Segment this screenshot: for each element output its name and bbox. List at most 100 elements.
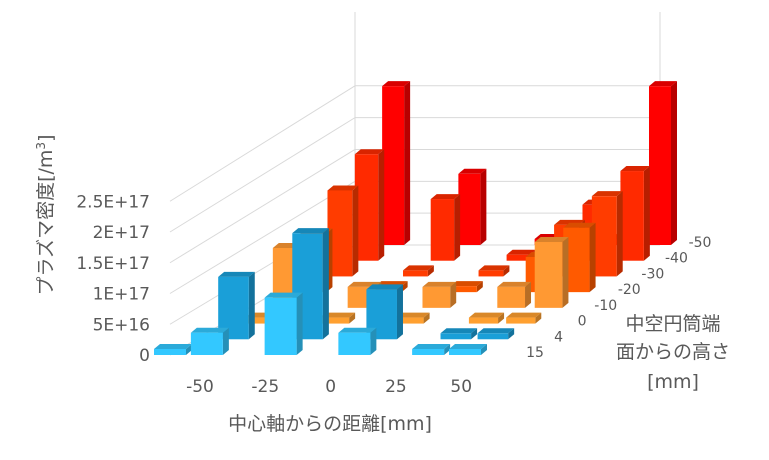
bars (154, 81, 677, 355)
bar-side (248, 271, 255, 340)
bar-top (218, 271, 255, 277)
bar-top (478, 265, 510, 271)
bar-side (498, 312, 505, 324)
bar (154, 344, 192, 355)
bar-side (322, 228, 329, 340)
bar-side (404, 81, 411, 245)
bar-side (378, 149, 385, 261)
depth-axis-tick-labels: -50-40-30-20-10 04 15 (526, 235, 711, 361)
bar (403, 265, 434, 277)
bar-side (476, 281, 483, 293)
bar-side (454, 194, 461, 261)
bar-front (338, 332, 371, 355)
bar-front (497, 286, 526, 308)
bar-front (468, 317, 499, 324)
bar-side (349, 312, 356, 324)
labels: 0 5E+16 1E+17 1.5E+17 2E+17 2.5E+17 -50 -25 0 25… (34, 134, 730, 435)
depth-axis-title: 中空円筒端 面からの高さ [mm] (616, 313, 730, 393)
bar-side (480, 168, 487, 245)
bar (620, 166, 650, 261)
bar-side (370, 327, 377, 355)
x-tick-label: -50 (186, 377, 214, 397)
bar-front (506, 254, 531, 261)
bar (478, 265, 510, 277)
bar-front (354, 154, 379, 261)
bar-front (264, 297, 297, 355)
bar-top (620, 166, 650, 172)
bar-front (412, 349, 445, 355)
x-tick-label: -25 (251, 377, 279, 397)
x-tick-label: 25 (385, 377, 407, 397)
depth-tick-label: 0 (578, 314, 587, 330)
bar-top (563, 222, 596, 228)
bar-top (154, 344, 192, 349)
bar-side (525, 281, 532, 308)
x-tick-label: 50 (450, 377, 472, 397)
y-axis-title: プラズマ密度[/m3] (34, 134, 57, 295)
bar-side (427, 265, 434, 277)
bar (382, 81, 411, 245)
bar-top (497, 281, 532, 287)
bar-top (477, 328, 515, 334)
bar-top (440, 328, 478, 334)
bar (449, 344, 487, 355)
bar-front (319, 317, 350, 324)
y-axis-tick-labels: 0 5E+16 1E+17 1.5E+17 2E+17 2.5E+17 (76, 192, 150, 366)
bar-front (422, 286, 451, 308)
x-axis-title: 中心軸からの距離[mm] (228, 413, 432, 435)
bar-side (296, 292, 303, 355)
bar (497, 281, 532, 308)
bar-top (338, 327, 377, 333)
bar-top (468, 312, 505, 318)
bar-top (422, 281, 457, 287)
bar-top (327, 185, 359, 191)
bar (190, 327, 229, 355)
bar-top (449, 344, 487, 349)
bar-front (534, 242, 563, 308)
bar-front (403, 270, 428, 277)
depth-axis-title-line-3: [mm] (647, 371, 699, 393)
bar-top (382, 81, 411, 87)
bar-top (190, 327, 229, 333)
depth-axis-title-line-1: 中空円筒端 (625, 313, 720, 335)
bar (264, 292, 303, 355)
depth-tick-label: -30 (641, 266, 664, 282)
bar (354, 149, 385, 261)
bar-side (471, 328, 478, 340)
bar (422, 281, 457, 308)
bar-side (481, 344, 487, 355)
bar-side (535, 312, 542, 324)
bar-front (506, 317, 536, 324)
bar-top (354, 149, 385, 155)
bar (506, 312, 542, 324)
bar-top (412, 344, 451, 349)
bar-side (503, 265, 510, 277)
depth-tick-label: 4 (554, 329, 563, 345)
bar-front (620, 171, 644, 261)
depth-tick-label: -10 (594, 298, 617, 314)
bar-top (506, 312, 542, 318)
grid-line-left-wall (169, 85, 356, 202)
bar-front (478, 270, 504, 277)
bar (412, 344, 451, 355)
bar-front (154, 349, 186, 355)
bar-front (245, 317, 275, 324)
y-tick-label: 5E+16 (93, 315, 150, 335)
bar-front (449, 349, 481, 355)
bar (338, 327, 377, 355)
bar (440, 328, 478, 340)
grid-line-left-wall (169, 180, 356, 294)
x-axis-tick-labels: -50 -25 0 25 50 (186, 377, 472, 397)
y-tick-label: 2.5E+17 (76, 192, 150, 212)
bar-side (444, 344, 451, 355)
bar-side (562, 237, 569, 308)
bar-top (458, 168, 487, 174)
bar-side (589, 222, 596, 293)
bar-top (591, 191, 623, 197)
bar-top (649, 81, 677, 87)
y-tick-label: 1.5E+17 (76, 254, 150, 274)
grid-line-left-wall (169, 149, 356, 264)
bar (591, 191, 623, 277)
